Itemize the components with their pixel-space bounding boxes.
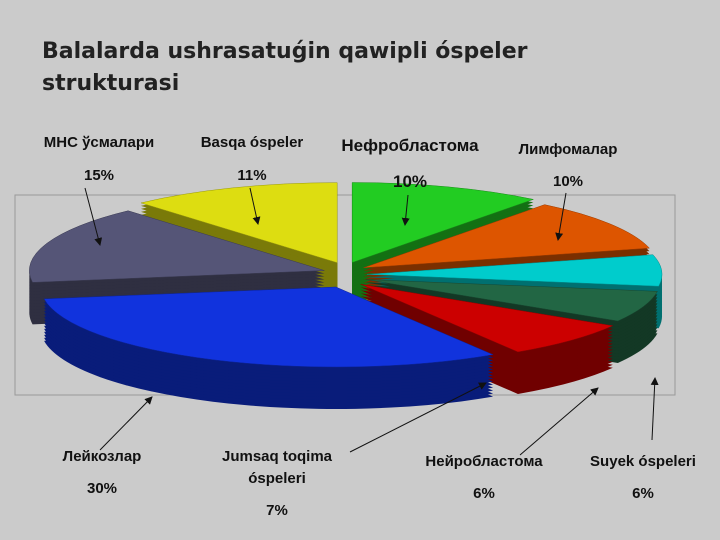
slice-top	[363, 204, 650, 269]
value-label: 7%	[266, 502, 288, 519]
value-label: 30%	[86, 480, 118, 497]
slice	[43, 286, 494, 409]
leader-line	[650, 377, 659, 441]
value-label: 11%	[237, 167, 267, 184]
category-label: МНС ўсмалари	[43, 134, 155, 151]
slice-top	[365, 279, 658, 322]
leader-line	[349, 382, 487, 453]
category-label: Нефробластома	[341, 136, 479, 155]
leader-line	[519, 387, 599, 456]
category-label: Лимфомалар	[518, 141, 618, 158]
chart-title: Balalarda ushrasatuǵin qawipli óspeler s…	[42, 39, 528, 96]
value-label: 6%	[473, 485, 495, 502]
slice-top	[43, 286, 494, 368]
value-label: 10%	[552, 173, 584, 190]
category-label: Нейробластома	[425, 453, 543, 470]
pie	[29, 182, 663, 409]
value-label: 15%	[83, 167, 115, 184]
leader-line	[401, 194, 410, 226]
leader-lines	[84, 187, 659, 456]
slice-top	[351, 182, 535, 263]
leader-line	[555, 192, 567, 241]
leader-line	[249, 187, 261, 225]
slice-top	[29, 210, 325, 283]
slice-top	[140, 182, 338, 264]
value-label: 6%	[632, 485, 654, 502]
value-label: 10%	[392, 172, 428, 191]
slice-top	[366, 254, 663, 287]
category-label: Basqa óspeler	[200, 134, 304, 151]
category-label: Jumsaq toqima óspeleri	[221, 448, 333, 487]
category-label: Лейкозлар	[62, 448, 142, 465]
leader-line	[84, 187, 103, 246]
leader-line	[99, 396, 153, 451]
slice-top	[360, 284, 614, 353]
category-label: Suyek óspeleri	[590, 453, 696, 470]
